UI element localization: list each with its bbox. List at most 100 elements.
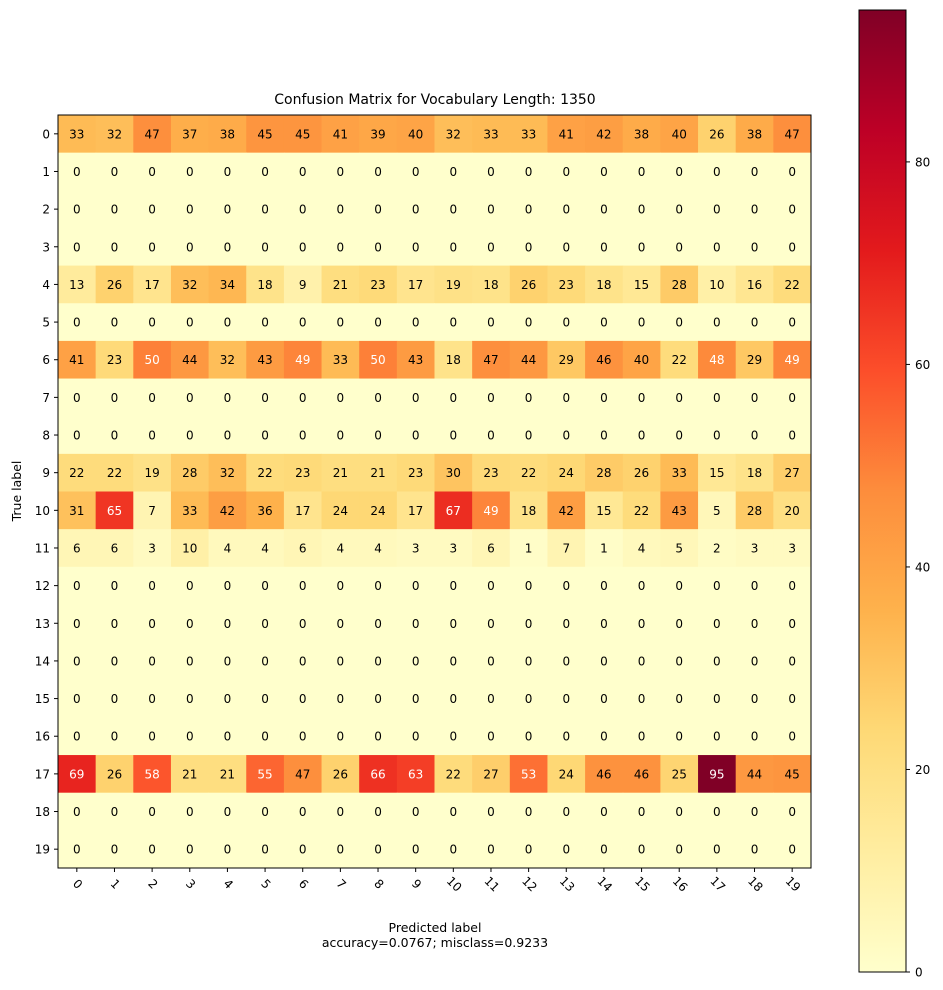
cell-value-label: 0 [788,165,796,179]
cell-value-label: 0 [788,429,796,443]
heatmap-cell [133,792,172,831]
x-tick-label: 15 [632,874,653,895]
heatmap-cell [698,227,737,267]
heatmap-cell [283,152,323,191]
heatmap-cell [585,529,624,568]
heatmap-cell [321,604,360,643]
cell-value-label: 0 [261,692,269,706]
heatmap-cell [283,453,323,492]
cell-value-label: 0 [111,429,119,443]
cell-value-label: 0 [713,654,721,668]
x-axis-note: accuracy=0.0767; misclass=0.9233 [322,935,548,950]
cell-value-label: 0 [638,843,646,857]
cell-value-label: 0 [600,654,608,668]
heatmap-cell [283,265,323,304]
cell-value-label: 0 [487,429,495,443]
cell-value-label: 0 [751,391,759,405]
cell-value-label: 66 [370,767,385,781]
cell-value-label: 0 [788,316,796,330]
heatmap-cell [170,830,210,869]
cell-value-label: 0 [713,730,721,744]
cell-value-label: 28 [747,504,762,518]
x-tick-label: 13 [557,874,578,895]
cell-value-label: 0 [675,316,683,330]
cell-value-label: 0 [562,240,570,254]
cell-value-label: 20 [785,504,800,518]
cell-value-label: 0 [299,730,307,744]
cell-value-label: 9 [299,278,307,292]
cell-value-label: 15 [709,466,724,480]
heatmap-cell [321,115,360,154]
heatmap-cell [58,115,97,154]
heatmap-cell [208,152,247,191]
y-tick-label: 10 [35,504,50,518]
cell-value-label: 0 [412,654,420,668]
cell-value-label: 0 [751,240,759,254]
cell-value-label: 0 [562,429,570,443]
heatmap-cell [660,416,699,455]
cell-value-label: 0 [525,165,533,179]
heatmap-cell [396,717,435,756]
heatmap-cell [735,152,774,191]
cell-value-label: 49 [785,353,800,367]
x-tick-label: 10 [444,874,465,895]
heatmap-cell [585,566,624,605]
heatmap-cell [509,566,548,605]
heatmap-cell [396,604,435,643]
cell-value-label: 0 [299,805,307,819]
heatmap-cell [359,340,398,380]
heatmap-cell [133,303,172,342]
cell-value-label: 28 [672,278,687,292]
heatmap-cell [585,453,624,492]
heatmap-cell [133,830,172,869]
cell-value-label: 0 [450,579,458,593]
cell-value-label: 0 [713,617,721,631]
cell-value-label: 0 [487,165,495,179]
cell-value-label: 0 [148,203,156,217]
cell-value-label: 0 [299,391,307,405]
heatmap-cell [698,378,737,417]
heatmap-cell [622,416,661,455]
heatmap-cell [585,491,624,530]
heatmap-cell [773,679,812,718]
cell-value-label: 0 [487,617,495,631]
heatmap-cell [208,717,247,756]
heatmap-cell [133,190,172,229]
cell-value-label: 67 [446,504,461,518]
cell-value-label: 0 [73,617,81,631]
heatmap-cell [547,265,586,304]
heatmap-cell [698,679,737,718]
cell-value-label: 0 [487,240,495,254]
heatmap-cell [133,340,172,380]
y-tick-label: 17 [35,767,50,781]
cell-value-label: 0 [337,429,345,443]
cell-value-label: 0 [73,429,81,443]
heatmap-cell [472,679,511,718]
heatmap-cell [735,679,774,718]
heatmap-cell [434,303,473,342]
x-tick-label: 14 [594,874,615,895]
heatmap-cell [773,152,812,191]
cell-value-label: 0 [299,240,307,254]
cell-value-label: 0 [412,730,420,744]
cell-value-label: 0 [562,617,570,631]
heatmap-cell [246,303,285,342]
x-axis-label: Predicted label [389,920,482,935]
cell-value-label: 24 [559,767,574,781]
cell-value-label: 47 [295,767,310,781]
heatmap-cell [735,340,774,380]
cell-value-label: 0 [412,692,420,706]
heatmap-cell [472,529,511,568]
heatmap-cell [622,566,661,605]
heatmap-cell [547,642,586,681]
cell-value-label: 0 [186,617,194,631]
heatmap-cell [622,792,661,831]
heatmap-cell [509,416,548,455]
heatmap-cell [246,340,285,380]
cell-value-label: 22 [257,466,272,480]
heatmap-cell [208,227,247,267]
heatmap-cell [133,491,172,530]
cell-value-label: 21 [370,466,385,480]
heatmap-cell [585,792,624,831]
cell-value-label: 6 [73,541,81,555]
